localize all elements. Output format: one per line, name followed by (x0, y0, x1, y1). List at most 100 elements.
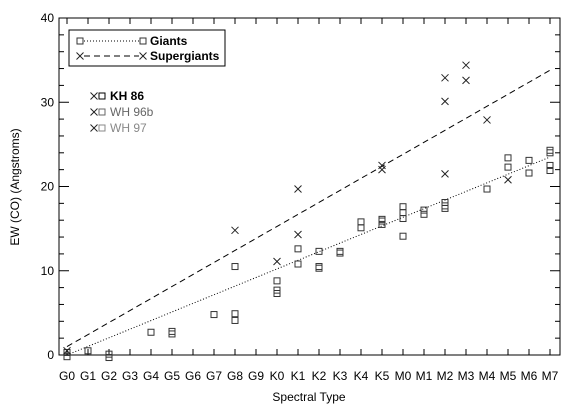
giants-point-37 (504, 163, 512, 171)
giants-point-1 (63, 348, 71, 356)
x-tick-label-G0: G0 (59, 369, 75, 383)
giants-point-16 (294, 245, 302, 253)
cross-stroke (294, 230, 302, 239)
y-tick-label-20: 20 (41, 180, 55, 194)
supergiants-point-1 (231, 226, 239, 235)
cross-stroke (139, 52, 147, 60)
x-tick-label-M3: M3 (458, 369, 475, 383)
x-tick-label-M7: M7 (542, 369, 559, 383)
y-tick-label-30: 30 (41, 95, 55, 109)
giants-point-40 (525, 156, 533, 164)
x-tick-label-G8: G8 (227, 369, 243, 383)
cross-stroke (90, 108, 98, 116)
giants-point-9 (231, 310, 239, 318)
x-tick-labels: G0 G1 G2 G3 G4 G5 G6 G7 G8 G9 K0 K1 K2 K3 K4 K5 M0 M1 M2 M3… (59, 369, 559, 383)
giants-point-20 (336, 247, 344, 255)
source-item-1: WH 96b (90, 105, 154, 119)
source-marker-square (98, 92, 106, 100)
legend-box (68, 29, 226, 67)
legend-label: Supergiants (150, 49, 220, 63)
data-markers (63, 61, 554, 362)
y-tick-label-0: 0 (47, 348, 54, 362)
x-tick-label-K5: K5 (375, 369, 390, 383)
x-axis-title: Spectral Type (272, 390, 345, 404)
x-tick-label-G4: G4 (143, 369, 159, 383)
giants-point-11 (231, 316, 239, 324)
cross-stroke (231, 226, 239, 235)
supergiants-point-4 (294, 185, 302, 193)
x-tick-label-G6: G6 (185, 369, 201, 383)
giants-point-30 (399, 232, 407, 240)
supergiants-point-0 (63, 346, 71, 355)
cross-stroke (294, 185, 302, 193)
source-marker-cross (90, 92, 98, 100)
x-tick-label-M2: M2 (437, 369, 454, 383)
cross-stroke (76, 52, 84, 60)
supergiants-point-13 (504, 175, 512, 184)
source-marker-cross (90, 108, 98, 116)
cross-stroke (273, 257, 281, 266)
legend-marker-square (139, 37, 147, 45)
giants-point-41 (546, 166, 554, 174)
supergiants-point-10 (462, 76, 470, 85)
source-label: WH 97 (110, 121, 147, 135)
giants-point-25 (357, 218, 365, 226)
giants-point-21 (315, 247, 323, 255)
giants-point-7 (168, 327, 176, 335)
giants-point-2 (84, 347, 92, 355)
legend-item-supergiants: Supergiants (76, 49, 220, 63)
x-tick-label-G1: G1 (80, 369, 96, 383)
x-tick-label-K0: K0 (270, 369, 285, 383)
cross-stroke (441, 73, 449, 82)
giants-point-36 (483, 185, 491, 193)
giants-point-10 (231, 263, 239, 271)
y-tick-label-10: 10 (41, 264, 55, 278)
y-tick-labels: 0 10 20 30 40 (41, 11, 55, 362)
x-tick-label-K3: K3 (333, 369, 348, 383)
giants-point-29 (399, 203, 407, 211)
source-label: WH 96b (110, 105, 154, 119)
supergiants-point-3 (294, 230, 302, 239)
source-legend: KH 86 WH 96b WH 97 (90, 89, 154, 135)
giants-point-5 (147, 328, 155, 336)
source-item-2: WH 97 (90, 121, 147, 135)
giants-point-18 (315, 263, 323, 271)
y-tick-label-40: 40 (41, 11, 55, 25)
source-marker-square (98, 108, 106, 116)
supergiants-point-6 (378, 161, 386, 170)
giants-point-31 (420, 210, 428, 218)
legend-marker-square (76, 37, 84, 45)
cross-stroke (441, 97, 449, 106)
legend-marker-cross (139, 52, 147, 60)
legend-label: Giants (150, 34, 188, 48)
fit-line-giants (66, 156, 551, 356)
supergiants-point-8 (441, 97, 449, 106)
cross-stroke (90, 124, 98, 132)
x-tick-label-K4: K4 (354, 369, 369, 383)
axis-ticks (59, 17, 560, 356)
fit-lines (66, 69, 551, 356)
giants-point-28 (399, 209, 407, 217)
x-tick-label-M4: M4 (479, 369, 496, 383)
fit-line-supergiants (66, 69, 551, 348)
giants-point-15 (294, 260, 302, 268)
x-tick-label-G9: G9 (248, 369, 264, 383)
source-item-0: KH 86 (90, 89, 144, 103)
supergiants-point-2 (273, 257, 281, 266)
supergiants-point-11 (462, 61, 470, 70)
x-tick-label-M1: M1 (416, 369, 433, 383)
source-label: KH 86 (110, 89, 144, 103)
cross-stroke (63, 346, 71, 355)
x-tick-label-G7: G7 (206, 369, 222, 383)
legend-item-giants: Giants (76, 34, 188, 48)
cross-stroke (483, 116, 491, 124)
giants-point-19 (336, 249, 344, 257)
giants-point-24 (378, 215, 386, 223)
giants-point-32 (420, 206, 428, 214)
cross-stroke (462, 61, 470, 70)
giants-point-17 (315, 264, 323, 272)
giants-point-13 (273, 286, 281, 294)
x-tick-label-G5: G5 (164, 369, 180, 383)
